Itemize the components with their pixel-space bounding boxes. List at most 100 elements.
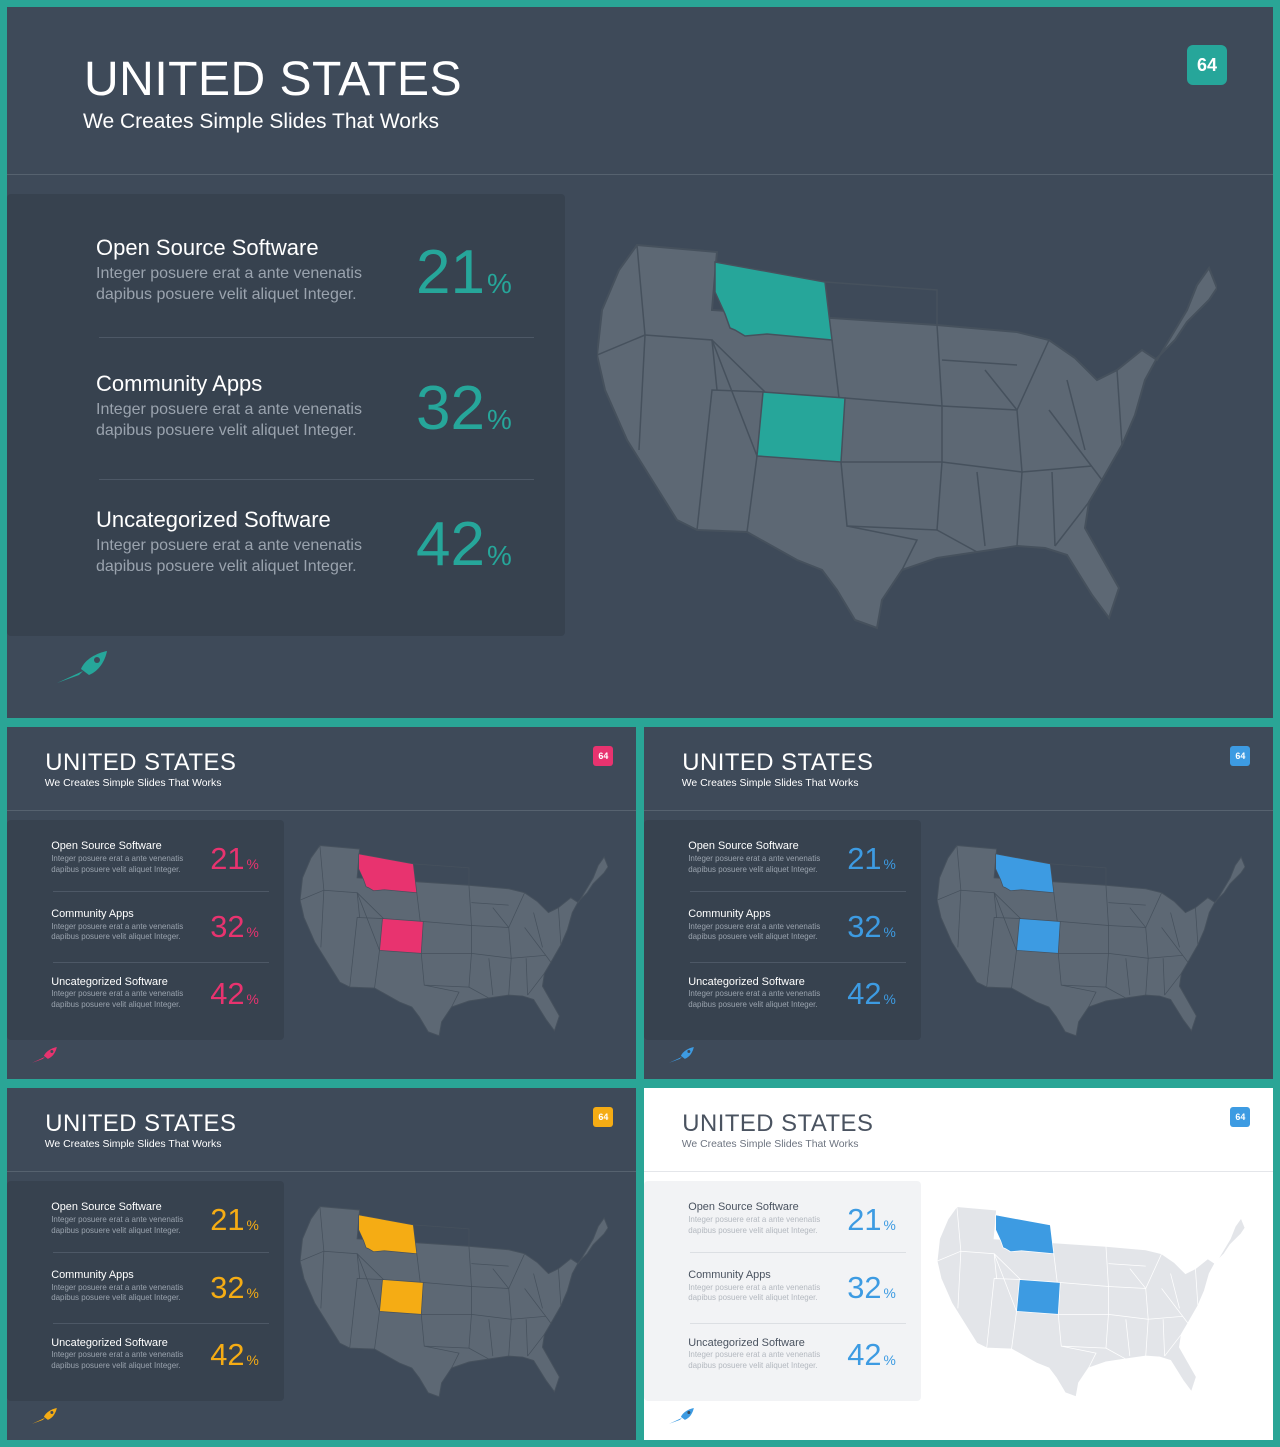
stat-description: Integer posuere erat a ante venenatis da…	[96, 265, 362, 303]
us-map	[936, 844, 1246, 1037]
state-border	[1129, 907, 1147, 928]
stats-panel	[644, 1180, 922, 1401]
state-border	[961, 1250, 998, 1279]
state-border	[1021, 465, 1093, 473]
state-border	[1145, 1319, 1149, 1356]
us-map	[595, 243, 1219, 630]
us-outline	[936, 844, 1246, 1037]
state-border	[1195, 907, 1199, 945]
state-border	[937, 889, 962, 901]
rocket-logo	[668, 1407, 695, 1425]
slide-subtitle: We Creates Simple Slides That Works	[83, 110, 439, 133]
slide-title: UNITED STATES	[45, 1110, 237, 1138]
state-border	[840, 461, 943, 531]
state-border	[937, 1250, 962, 1262]
stat-number: 42	[847, 976, 882, 1012]
stat-value: 32%	[210, 909, 259, 945]
state-border	[1170, 1273, 1181, 1309]
header-divider	[644, 809, 1273, 811]
state-border	[1051, 471, 1056, 547]
state-border	[1170, 912, 1181, 948]
stat-title: Community Apps	[51, 907, 134, 920]
state-border	[1108, 1285, 1149, 1320]
stat-title: Community Apps	[51, 1268, 134, 1281]
header-divider	[7, 174, 1273, 175]
us-map-container	[936, 843, 1246, 1037]
stat-title: Open Source Software	[96, 235, 319, 260]
stat-item: Open Source Software Integer posuere erat…	[51, 1201, 270, 1246]
state-border	[936, 324, 943, 407]
state-border	[986, 916, 1021, 987]
stat-number: 21	[210, 1202, 245, 1238]
stat-unit: %	[486, 404, 512, 435]
state-border	[357, 1253, 381, 1312]
state-border	[1061, 1345, 1097, 1368]
state-border	[349, 1277, 384, 1348]
stat-unit: %	[883, 1217, 896, 1234]
rocket-icon	[57, 651, 107, 683]
state-border	[471, 1285, 512, 1320]
state-border	[492, 907, 510, 928]
rocket-icon	[31, 1408, 57, 1424]
stat-separator	[689, 1322, 906, 1324]
stat-value: 32%	[416, 373, 512, 444]
stat-unit: %	[246, 856, 259, 873]
state-border	[1161, 927, 1189, 963]
slide-subtitle: We Creates Simple Slides That Works	[681, 778, 859, 790]
stat-item: Community Apps Integer posuere erat a ant…	[688, 908, 907, 953]
stat-separator	[52, 961, 269, 963]
state-montana	[358, 1214, 418, 1254]
state-border	[421, 953, 473, 988]
state-border	[1195, 1268, 1199, 1306]
state-border	[1162, 1319, 1166, 1356]
state-border	[471, 1263, 509, 1267]
stat-title: Uncategorized Software	[96, 507, 331, 532]
state-border	[1162, 958, 1166, 995]
state-border	[941, 405, 1023, 473]
stat-title: Open Source Software	[51, 1201, 162, 1214]
us-map	[936, 1205, 1246, 1398]
state-border	[488, 958, 494, 995]
state-border	[424, 1345, 460, 1368]
stat-value: 21%	[847, 1202, 896, 1238]
state-border	[976, 471, 986, 547]
slide-title: UNITED STATES	[45, 749, 237, 777]
stat-value: 42%	[847, 1337, 896, 1373]
stat-separator	[689, 961, 906, 963]
state-border	[1145, 892, 1163, 928]
stat-number: 32	[210, 908, 245, 944]
state-border	[1129, 1268, 1147, 1289]
state-colorado	[1016, 1278, 1061, 1315]
stat-number: 21	[416, 238, 485, 307]
stat-unit: %	[246, 991, 259, 1008]
stats-panel	[7, 194, 565, 636]
state-montana	[995, 1214, 1055, 1254]
state-border	[533, 912, 544, 948]
stat-item: Uncategorized Software Integer posuere er…	[688, 1337, 907, 1382]
slide-title: UNITED STATES	[84, 53, 463, 106]
state-border	[711, 339, 758, 457]
stat-item: Community Apps Integer posuere erat a ant…	[688, 1269, 907, 1314]
header-divider	[7, 1170, 636, 1172]
state-border	[416, 1253, 421, 1283]
stat-title: Open Source Software	[51, 840, 162, 853]
slide-title: UNITED STATES	[682, 1110, 874, 1138]
stat-number: 32	[847, 1269, 882, 1305]
state-border	[1054, 501, 1090, 547]
stat-number: 42	[847, 1337, 882, 1373]
stat-unit: %	[883, 1284, 896, 1301]
state-border	[984, 369, 1018, 411]
rocket-icon	[31, 1047, 57, 1063]
rocket-logo	[668, 1046, 695, 1064]
state-border	[471, 924, 512, 959]
state-border	[511, 1315, 547, 1320]
stat-item: Open Source Software Integer posuere erat…	[688, 840, 907, 885]
state-border	[1125, 1319, 1131, 1356]
state-border	[841, 397, 943, 463]
state-border	[357, 892, 381, 951]
state-border	[1105, 1246, 1110, 1287]
stat-value: 21%	[210, 1202, 259, 1238]
state-border	[471, 902, 509, 906]
us-outline	[595, 243, 1219, 630]
state-border	[508, 958, 512, 995]
